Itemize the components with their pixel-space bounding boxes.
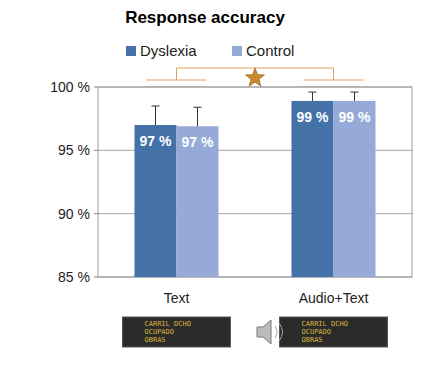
chart-svg: Response accuracy Dyslexia Control 85 % 90 %… <box>0 0 436 366</box>
error-cap <box>351 92 359 93</box>
error-line <box>197 107 198 126</box>
data-label: 97 % <box>140 133 172 149</box>
error-line <box>354 92 355 101</box>
data-label: 99 % <box>297 109 329 125</box>
speaker-wave <box>275 323 283 341</box>
sign-text: OCUPADO <box>145 328 175 336</box>
legend-swatch <box>126 46 136 56</box>
significance-star <box>246 68 265 86</box>
tick-label: 100 % <box>50 79 90 95</box>
bar <box>334 101 376 277</box>
sign-panel <box>280 317 388 347</box>
error-bar <box>194 107 202 126</box>
bar <box>135 125 177 277</box>
speaker-body <box>257 320 271 344</box>
tick-label: 90 % <box>58 206 90 222</box>
tick-mark <box>94 150 98 151</box>
tick-mark <box>94 213 98 214</box>
sign-panel <box>123 317 231 347</box>
speaker-icon <box>257 320 283 344</box>
bracket-line <box>333 68 334 80</box>
error-line <box>155 106 156 125</box>
legend-swatch <box>232 46 242 56</box>
error-bar <box>152 106 160 125</box>
bars <box>135 92 376 277</box>
tick-label: 95 % <box>58 142 90 158</box>
error-bar <box>351 92 359 101</box>
bar <box>292 101 334 277</box>
category-label: Audio+Text <box>299 290 369 306</box>
error-cap <box>194 107 202 108</box>
category-label: Text <box>164 290 190 306</box>
error-bar <box>309 92 317 101</box>
grid <box>94 87 412 277</box>
sign-text: OCUPADO <box>302 328 332 336</box>
sign: CARRIL DCHOOCUPADOOBRAS <box>123 317 231 347</box>
sign-text: CARRIL DCHO <box>302 320 348 328</box>
data-label: 99 % <box>339 109 371 125</box>
error-cap <box>152 106 160 107</box>
tick-label: 85 % <box>58 269 90 285</box>
error-line <box>312 92 313 101</box>
sign-text: OBRAS <box>145 336 166 344</box>
sign-text: CARRIL DCHO <box>145 320 191 328</box>
data-label: 97 % <box>182 134 214 150</box>
title: Response accuracy <box>125 8 285 27</box>
sign: CARRIL DCHOOCUPADOOBRAS <box>280 317 388 347</box>
bracket-line <box>176 68 177 80</box>
legend-label: Dyslexia <box>140 42 197 59</box>
sign-text: OBRAS <box>302 336 323 344</box>
significance-bracket <box>147 68 364 86</box>
bar <box>177 126 219 277</box>
tick-mark <box>94 277 98 278</box>
plot-frame <box>98 87 412 277</box>
chart-root: Response accuracy Dyslexia Control 85 % 90 %… <box>0 0 436 366</box>
legend-label: Control <box>246 42 294 59</box>
error-cap <box>309 92 317 93</box>
tick-mark <box>94 87 98 88</box>
